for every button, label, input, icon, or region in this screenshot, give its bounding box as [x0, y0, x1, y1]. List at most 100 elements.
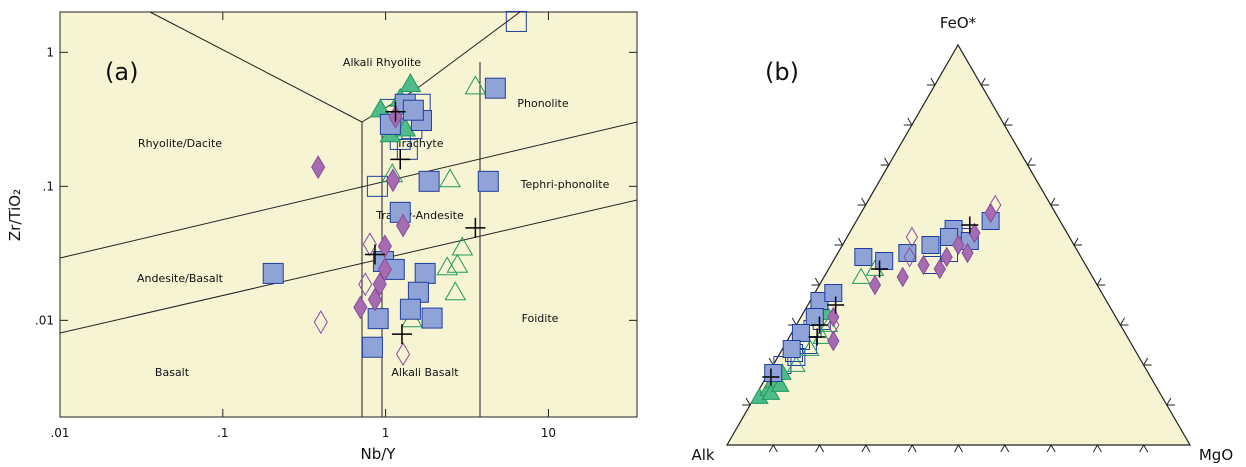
- ternary-tick: [926, 77, 936, 86]
- ternary-tick: [815, 443, 825, 453]
- point: [770, 375, 790, 392]
- field-label: Andesite/Basalt: [137, 272, 224, 285]
- apex-label: FeO*: [940, 14, 977, 32]
- point: [390, 149, 411, 170]
- point: [782, 340, 801, 358]
- ternary-tick: [1119, 317, 1129, 326]
- field-label: Trachy-Andesite: [375, 209, 464, 222]
- point: [372, 272, 387, 297]
- y-tick-label: .01: [35, 313, 54, 327]
- field-boundaries: [59, 11, 638, 417]
- x-axis-label: Nb/Y: [361, 445, 397, 463]
- point: [444, 281, 467, 301]
- ternary-tick: [1092, 443, 1102, 453]
- ternary-tick: [811, 277, 821, 286]
- ternary-tick: [1026, 157, 1036, 166]
- field-label: Phonolite: [517, 97, 568, 110]
- x-tick-label: .01: [50, 426, 69, 440]
- point: [791, 324, 810, 342]
- ternary-tick: [907, 443, 917, 453]
- point: [262, 262, 284, 284]
- x-tick-label: 10: [541, 426, 556, 440]
- point: [505, 10, 527, 32]
- point: [399, 73, 422, 93]
- ternary-tick: [742, 397, 751, 406]
- point: [933, 258, 946, 280]
- field-label: Trachyte: [396, 137, 444, 150]
- ternary-tick: [1003, 117, 1013, 126]
- point: [367, 308, 389, 330]
- ternary-tick: [880, 157, 890, 166]
- point: [418, 170, 440, 192]
- plot-area: [59, 11, 638, 418]
- ternary-tick: [1000, 443, 1010, 453]
- field-label: Tephri-phonolite: [520, 178, 610, 191]
- y-axis-label: Zr/TiO₂: [6, 189, 24, 241]
- point: [808, 328, 826, 346]
- field-label: Alkali Rhyolite: [343, 56, 421, 69]
- point: [414, 262, 436, 284]
- x-tick-label: 1: [382, 426, 390, 440]
- ternary-tick: [1049, 197, 1059, 206]
- point: [377, 257, 392, 282]
- point: [436, 256, 459, 276]
- point: [875, 252, 894, 270]
- point: [367, 287, 383, 312]
- y-tick-label: 1: [46, 45, 54, 59]
- point: [464, 75, 487, 95]
- point: [399, 298, 421, 320]
- ternary-tick: [1142, 357, 1152, 366]
- point: [805, 308, 824, 326]
- point: [786, 355, 806, 372]
- ternary-tick: [765, 357, 775, 366]
- field-label: Foidite: [522, 312, 559, 325]
- ternary-tick: [1073, 237, 1083, 246]
- point: [968, 222, 981, 244]
- point: [764, 364, 783, 382]
- point: [361, 336, 383, 358]
- point: [917, 254, 930, 276]
- point: [827, 330, 840, 352]
- x-tick-label: .1: [217, 426, 228, 440]
- point: [921, 236, 940, 254]
- ternary-tick: [1046, 443, 1056, 453]
- point: [377, 234, 392, 259]
- ternary-tick: [788, 317, 798, 326]
- point: [421, 307, 443, 329]
- point: [465, 217, 486, 238]
- apex-label: Alk: [691, 446, 714, 463]
- point: [761, 383, 781, 400]
- point: [402, 99, 424, 121]
- point: [385, 101, 406, 122]
- point: [364, 244, 385, 265]
- point: [851, 267, 871, 284]
- point: [854, 248, 873, 266]
- point: [961, 216, 979, 234]
- point: [451, 236, 474, 256]
- ternary-tick: [834, 237, 844, 246]
- point: [903, 246, 916, 268]
- ternary-tick: [768, 443, 778, 453]
- point: [762, 368, 780, 386]
- point: [484, 77, 506, 99]
- ternary-tick: [1165, 397, 1175, 406]
- ternary-tick: [980, 77, 990, 86]
- ternary-tick: [1096, 277, 1106, 286]
- point: [961, 242, 974, 264]
- point: [477, 170, 499, 192]
- field-label: Alkali Basalt: [391, 366, 459, 379]
- point: [871, 260, 889, 278]
- point: [358, 272, 373, 297]
- point: [940, 246, 953, 268]
- point: [313, 310, 328, 335]
- ternary-tick: [954, 443, 963, 453]
- ternary-tick: [903, 117, 913, 126]
- apex-label: MgO: [1199, 446, 1233, 463]
- y-tick-label: .1: [43, 179, 54, 193]
- point: [391, 324, 412, 345]
- point: [905, 226, 919, 248]
- point: [827, 296, 845, 314]
- ternary-tick: [1139, 443, 1149, 453]
- panel-label: (b): [765, 58, 799, 86]
